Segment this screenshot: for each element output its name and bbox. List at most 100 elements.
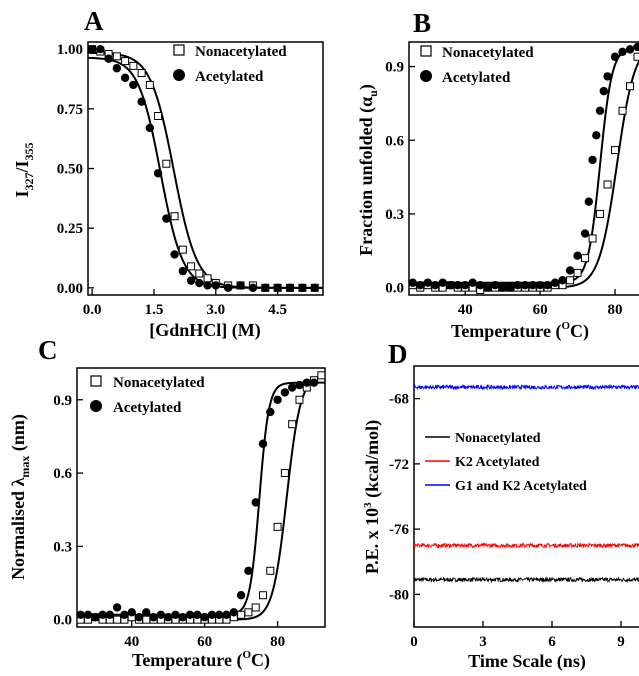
legend-d: Nonacetylated K2 Acetylated G1 and K2 Ac… <box>425 431 587 494</box>
data-point-nonacetylated <box>596 209 605 218</box>
panel-label-d: D <box>388 339 408 369</box>
x-tick-label: 40 <box>124 634 139 650</box>
data-point-nonacetylated <box>142 615 151 624</box>
data-point-acetylated <box>244 566 253 576</box>
data-point-nonacetylated <box>113 615 122 624</box>
data-point-acetylated <box>468 278 477 287</box>
data-point-acetylated <box>162 214 171 223</box>
data-point-acetylated <box>142 608 151 617</box>
y-axis-label-a: I327/I355 <box>12 142 36 197</box>
legend-a: Nonacetylated Acetylated <box>173 44 287 85</box>
plot-frame-d <box>413 365 639 628</box>
data-point-acetylated <box>248 283 258 293</box>
data-point-acetylated <box>153 169 163 178</box>
data-point-nonacetylated <box>603 180 612 189</box>
data-point-acetylated <box>129 80 138 90</box>
data-point-acetylated <box>193 610 202 619</box>
y-tick-label: 0.9 <box>385 60 404 76</box>
y-tick-label: -68 <box>389 392 409 408</box>
x-tick-label: 6 <box>548 634 556 650</box>
legend-label-nonacetylated-b: Nonacetylated <box>442 45 534 61</box>
data-point-acetylated <box>91 613 100 622</box>
plot-frame-b <box>408 41 639 296</box>
data-point-acetylated <box>171 610 180 619</box>
data-point-acetylated <box>408 278 417 287</box>
x-tick-label: 60 <box>533 302 548 318</box>
data-point-acetylated <box>178 266 188 276</box>
data-point-nonacetylated <box>121 57 130 66</box>
x-tick-label: 3.0 <box>206 302 225 318</box>
legend-label-nonacetylated-a: Nonacetylated <box>195 44 287 60</box>
data-point-acetylated <box>104 54 113 63</box>
data-point-acetylated <box>273 283 282 293</box>
data-point-acetylated <box>588 155 597 165</box>
legend-label-acetylated-c: Acetylated <box>113 400 182 416</box>
data-point-acetylated <box>295 380 304 390</box>
data-point-nonacetylated <box>129 61 138 70</box>
data-point-acetylated <box>302 378 311 387</box>
data-point-nonacetylated <box>203 274 212 283</box>
data-point-nonacetylated <box>317 371 326 380</box>
legend-c: Nonacetylated Acetylated <box>90 375 205 416</box>
data-point-acetylated <box>186 276 196 285</box>
data-point-nonacetylated <box>112 52 121 61</box>
y-tick-label: 0.3 <box>385 207 404 223</box>
data-point-acetylated <box>610 52 620 61</box>
data-point-acetylated <box>573 251 582 260</box>
data-point-nonacetylated <box>633 52 639 61</box>
data-point-acetylated <box>475 280 485 290</box>
y-tick-label: 0.9 <box>53 393 72 409</box>
data-point-acetylated <box>535 280 545 290</box>
data-point-acetylated <box>236 281 245 290</box>
data-point-acetylated <box>520 280 530 290</box>
x-axis-label-a: [GdnHCl] (M) <box>149 320 261 341</box>
legend-label-k2-d: K2 Acetylated <box>455 455 540 470</box>
panel-a: A 0.0 1.5 3.0 4.5 0.00 0.25 0.50 0.75 1.00 [GdnH… <box>12 6 324 341</box>
markers-c <box>76 371 326 624</box>
x-tick-label: 4.5 <box>268 302 287 318</box>
data-point-acetylated <box>505 283 515 292</box>
data-point-acetylated <box>446 280 455 290</box>
data-point-acetylated <box>618 47 627 57</box>
y-axis-label-c: Normalised λmax (nm) <box>8 414 32 580</box>
data-point-acetylated <box>558 276 567 285</box>
y-tick-label: 1.00 <box>57 42 83 58</box>
data-point-acetylated <box>76 610 85 619</box>
fit-curve-acetylated <box>77 381 325 616</box>
legend-label-acetylated-a: Acetylated <box>195 69 264 85</box>
y-tick-label: 0.3 <box>53 539 72 555</box>
series-line-1 <box>414 541 639 550</box>
data-point-nonacetylated <box>145 80 154 89</box>
data-point-acetylated <box>98 610 107 619</box>
legend-marker-acetylated-b <box>420 70 432 82</box>
data-point-nonacetylated <box>566 276 575 285</box>
data-point-acetylated <box>565 266 575 275</box>
data-point-acetylated <box>112 64 122 73</box>
data-point-acetylated <box>592 131 601 140</box>
data-point-nonacetylated <box>244 608 253 617</box>
time-series-d <box>414 383 639 584</box>
fit-curves-a <box>88 51 323 289</box>
data-point-nonacetylated <box>187 262 196 271</box>
x-tick-label: 60 <box>197 634 212 650</box>
legend-label-g1k2-d: G1 and K2 Acetylated <box>455 479 587 494</box>
data-point-acetylated <box>460 280 470 290</box>
panel-label-b: B <box>413 8 431 38</box>
data-point-nonacetylated <box>137 69 146 78</box>
x-axis-label-c: Temperature (OC) <box>132 649 270 671</box>
data-point-acetylated <box>251 498 260 507</box>
data-point-acetylated <box>207 610 217 619</box>
data-point-acetylated <box>149 613 158 622</box>
y-axis-label-b: Fraction unfolded (αu) <box>356 84 380 256</box>
data-point-acetylated <box>163 613 173 622</box>
data-point-acetylated <box>120 73 130 83</box>
y-tick-label: 0.00 <box>57 281 83 297</box>
data-point-acetylated <box>178 613 187 622</box>
y-tick-label: 0.0 <box>385 281 404 297</box>
markers-a <box>87 44 319 293</box>
markers-b <box>408 42 639 295</box>
fit-curve-acetylated <box>88 56 323 289</box>
legend-marker-nonacetylated-b <box>420 45 432 57</box>
data-point-acetylated <box>483 283 492 292</box>
data-point-acetylated <box>200 613 209 622</box>
